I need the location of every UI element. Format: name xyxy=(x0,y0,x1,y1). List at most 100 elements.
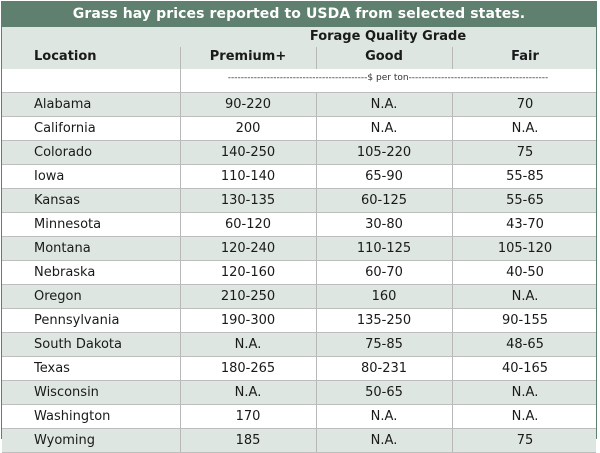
good-cell: N.A. xyxy=(370,409,398,424)
table-header: Forage Quality Grade Location Premium+ G… xyxy=(2,27,596,69)
good-cell: 65-90 xyxy=(365,169,403,184)
table-row: Wyoming 185 N.A. 75 xyxy=(2,429,596,453)
header-divider xyxy=(316,47,317,69)
fair-cell: 48-65 xyxy=(506,337,544,352)
fair-cell: 105-120 xyxy=(497,241,553,256)
location-cell: Montana xyxy=(34,241,91,256)
fair-cell: 40-165 xyxy=(501,361,549,376)
table-row: Oregon 210-250 160 N.A. xyxy=(2,285,596,309)
fair-cell: N.A. xyxy=(511,385,539,400)
good-cell: 30-80 xyxy=(365,217,403,232)
column-divider xyxy=(316,333,317,356)
location-cell: Kansas xyxy=(34,193,81,208)
column-divider xyxy=(180,429,181,452)
fair-cell: 70 xyxy=(516,97,534,112)
column-divider xyxy=(316,429,317,452)
location-cell: Wisconsin xyxy=(34,385,99,400)
premium-cell: 90-220 xyxy=(224,97,272,112)
good-cell: N.A. xyxy=(370,97,398,112)
table-row: Nebraska 120-160 60-70 40-50 xyxy=(2,261,596,285)
premium-cell: 140-250 xyxy=(220,145,276,160)
premium-cell: 120-240 xyxy=(220,241,276,256)
column-divider xyxy=(452,309,453,332)
table-row: Wisconsin N.A. 50-65 N.A. xyxy=(2,381,596,405)
table-row: South Dakota N.A. 75-85 48-65 xyxy=(2,333,596,357)
column-divider xyxy=(180,357,181,380)
fair-cell: 43-70 xyxy=(506,217,544,232)
column-divider xyxy=(452,213,453,236)
column-divider xyxy=(452,405,453,428)
location-cell: Minnesota xyxy=(34,217,102,232)
column-divider xyxy=(452,357,453,380)
location-cell: California xyxy=(34,121,96,136)
column-divider xyxy=(180,285,181,308)
location-cell: Texas xyxy=(34,361,70,376)
column-divider xyxy=(316,357,317,380)
fair-cell: 90-155 xyxy=(501,313,549,328)
premium-cell: 170 xyxy=(235,409,261,424)
fair-cell: 75 xyxy=(516,145,534,160)
column-divider xyxy=(180,93,181,116)
column-divider xyxy=(316,261,317,284)
column-divider xyxy=(180,141,181,164)
location-column-header: Location xyxy=(34,49,97,64)
fair-cell: 75 xyxy=(516,433,534,448)
good-cell: 135-250 xyxy=(356,313,412,328)
location-cell: Washington xyxy=(34,409,111,424)
premium-cell: 190-300 xyxy=(220,313,276,328)
column-divider xyxy=(452,141,453,164)
column-divider xyxy=(452,285,453,308)
column-divider xyxy=(316,237,317,260)
column-divider xyxy=(180,189,181,212)
table-row: Pennsylvania 190-300 135-250 90-155 xyxy=(2,309,596,333)
good-cell: N.A. xyxy=(370,121,398,136)
good-cell: 50-65 xyxy=(365,385,403,400)
column-divider xyxy=(316,165,317,188)
column-divider xyxy=(452,381,453,404)
premium-cell: 60-120 xyxy=(224,217,272,232)
fair-cell: N.A. xyxy=(511,409,539,424)
column-divider xyxy=(180,309,181,332)
column-divider xyxy=(452,93,453,116)
column-divider xyxy=(316,141,317,164)
table-title: Grass hay prices reported to USDA from s… xyxy=(2,2,596,27)
column-divider xyxy=(452,237,453,260)
premium-cell: N.A. xyxy=(234,385,262,400)
table-body: Alabama 90-220 N.A. 70 California 200 N.A. N.A.… xyxy=(2,93,596,453)
table-row: Washington 170 N.A. N.A. xyxy=(2,405,596,429)
location-cell: Pennsylvania xyxy=(34,313,120,328)
table-row: Texas 180-265 80-231 40-165 xyxy=(2,357,596,381)
column-divider xyxy=(452,333,453,356)
premium-cell: 120-160 xyxy=(220,265,276,280)
location-cell: Alabama xyxy=(34,97,92,112)
column-divider xyxy=(452,117,453,140)
header-divider xyxy=(452,47,453,69)
column-divider xyxy=(316,381,317,404)
good-cell: 80-231 xyxy=(360,361,408,376)
column-divider xyxy=(452,165,453,188)
fair-cell: 40-50 xyxy=(506,265,544,280)
column-divider xyxy=(180,165,181,188)
fair-cell: N.A. xyxy=(511,289,539,304)
table-row: Alabama 90-220 N.A. 70 xyxy=(2,93,596,117)
good-cell: N.A. xyxy=(370,433,398,448)
units-label: ----------------------------------------… xyxy=(227,73,549,83)
good-cell: 160 xyxy=(371,289,397,304)
column-divider xyxy=(180,213,181,236)
column-divider xyxy=(316,405,317,428)
location-cell: Nebraska xyxy=(34,265,96,280)
premium-cell: 110-140 xyxy=(220,169,276,184)
table-row: Minnesota 60-120 30-80 43-70 xyxy=(2,213,596,237)
good-cell: 60-70 xyxy=(365,265,403,280)
fair-column-header: Fair xyxy=(511,49,539,64)
good-column-header: Good xyxy=(365,49,403,64)
fair-cell: N.A. xyxy=(511,121,539,136)
column-divider xyxy=(452,429,453,452)
column-divider xyxy=(180,237,181,260)
location-cell: Oregon xyxy=(34,289,82,304)
location-cell: Wyoming xyxy=(34,433,96,448)
column-divider xyxy=(180,381,181,404)
location-cell: South Dakota xyxy=(34,337,122,352)
table-row: California 200 N.A. N.A. xyxy=(2,117,596,141)
column-divider xyxy=(316,117,317,140)
